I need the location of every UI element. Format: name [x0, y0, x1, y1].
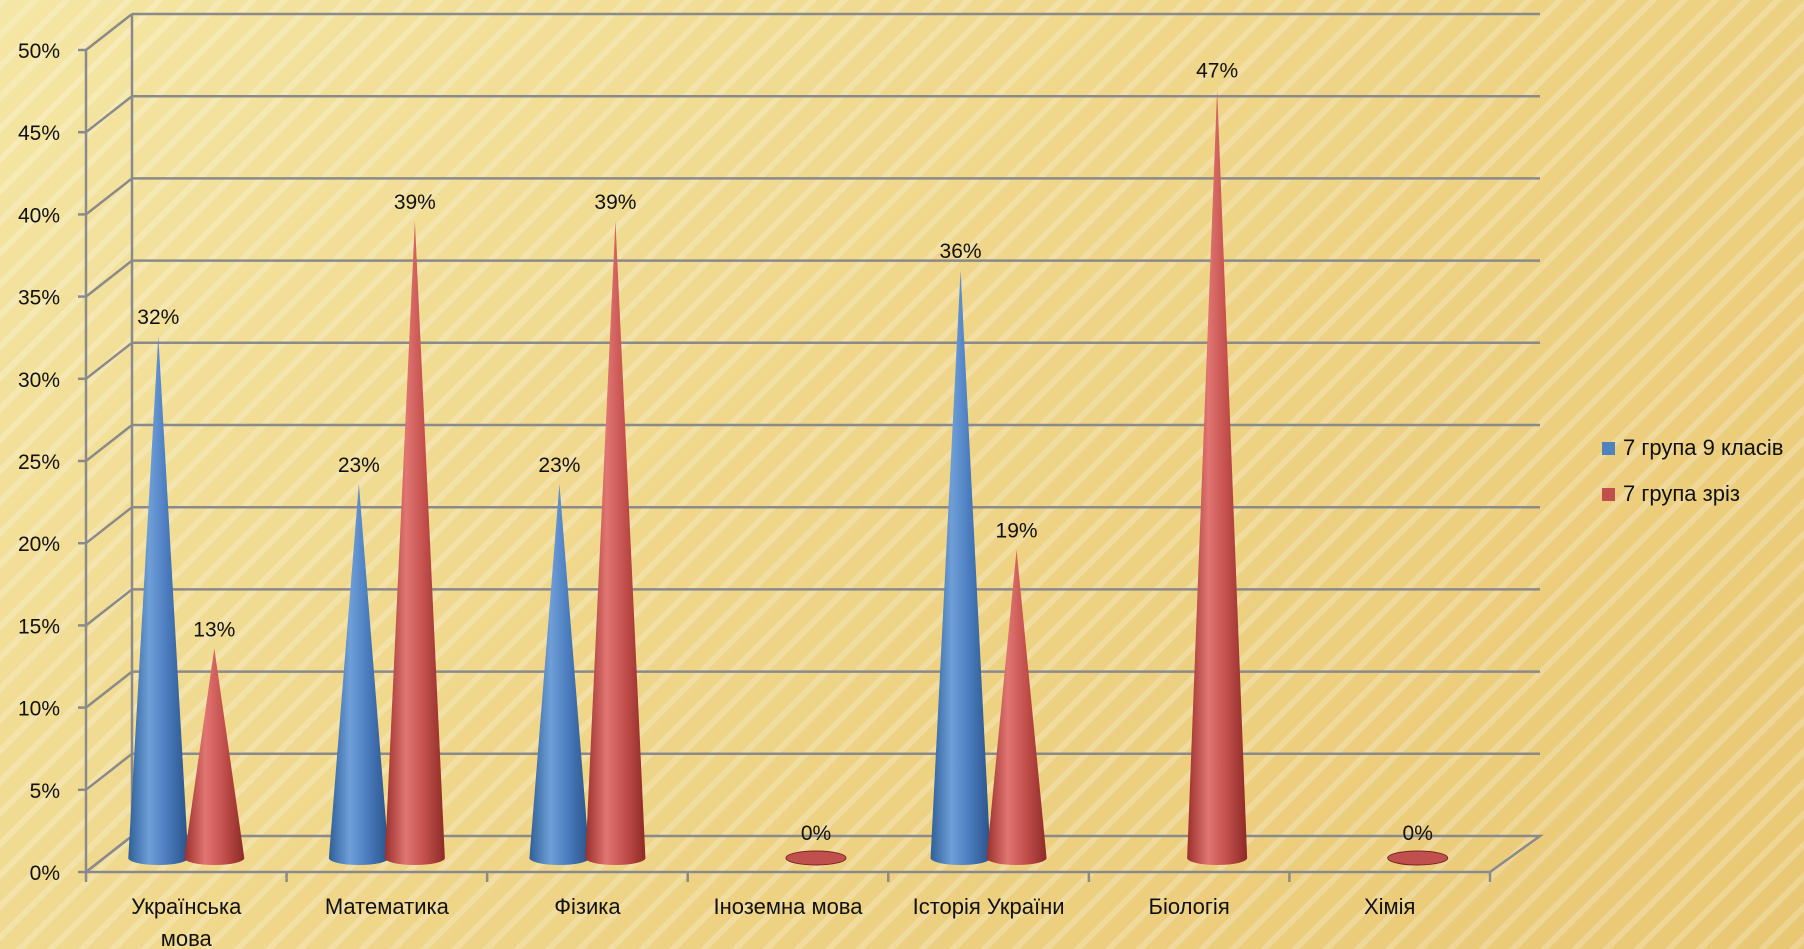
cone-body [184, 648, 245, 866]
x-tick-label: Іноземна мова [714, 894, 864, 919]
gridline-depth [85, 259, 133, 298]
cone-series-2 [585, 220, 646, 866]
data-label: 32% [137, 306, 179, 329]
data-label: 39% [594, 191, 636, 214]
y-tick-label: 50% [18, 40, 60, 63]
x-tick-label: Математика [325, 894, 450, 919]
legend-swatch-red [1602, 487, 1615, 501]
cone-body [930, 270, 991, 866]
cone-body [384, 220, 445, 866]
cone-zero-mark [1387, 850, 1449, 866]
y-tick-label: 35% [18, 287, 60, 310]
cone-series-1 [328, 483, 389, 866]
y-tick-label: 25% [18, 451, 60, 474]
data-label: 19% [996, 520, 1038, 543]
legend-item-series-2: 7 група зріз [1602, 481, 1784, 506]
cone-body [529, 483, 590, 866]
y-tick-label: 10% [18, 698, 60, 721]
y-axis-ticks: 0% 5% 10% 15% 20% 25% 30% 35% 40% 45% 50% [18, 40, 60, 885]
legend-label: 7 група зріз [1623, 481, 1740, 506]
y-tick-label: 45% [18, 122, 60, 145]
gridline-depth [85, 752, 133, 791]
data-label: 36% [940, 240, 982, 263]
data-label: 0% [801, 822, 831, 845]
y-tick-label: 20% [18, 533, 60, 556]
cone-series-2 [1187, 89, 1248, 866]
cone-body [585, 220, 646, 866]
cone-body [328, 483, 389, 866]
cone-series-1 [529, 483, 590, 866]
legend: 7 група 9 класів 7 група зріз [1602, 435, 1784, 528]
data-labels: 32% 13% 23% 39% 23% 39% 0% 36% 19% 47% 0% [137, 59, 1433, 845]
gridline-depth [85, 424, 133, 462]
data-label: 13% [193, 618, 235, 641]
y-tick-label: 5% [30, 780, 60, 803]
gridline-depth [85, 13, 133, 51]
data-label: 39% [394, 191, 436, 214]
data-label: 47% [1196, 59, 1238, 82]
cone-body [1187, 89, 1248, 866]
x-axis-categories: Українська мова Математика Фізика Іноземна м… [131, 894, 1415, 949]
x-tick-label-line2: мова [161, 926, 213, 949]
cone-body [986, 549, 1047, 866]
gridline-depth [85, 341, 133, 380]
cone-zero-mark [785, 850, 847, 866]
cone-series-2 [986, 549, 1047, 866]
cone-series-2 [184, 648, 245, 866]
gridline-depth [85, 95, 133, 134]
x-tick-label: Біологія [1149, 894, 1230, 919]
x-tick-label: Українська [131, 894, 242, 919]
gridline-depth [85, 588, 133, 627]
cone-series-1 [930, 270, 991, 866]
gridline-depth [85, 506, 133, 545]
legend-swatch-blue [1602, 441, 1615, 455]
data-label: 23% [338, 454, 380, 477]
data-label: 23% [538, 454, 580, 477]
floor-outline [82, 834, 1544, 874]
gridline-depth [85, 177, 133, 216]
legend-label: 7 група 9 класів [1623, 435, 1784, 460]
x-tick-label: Фізика [554, 894, 621, 919]
plot-marks [128, 89, 1449, 866]
y-tick-label: 40% [18, 204, 60, 227]
data-label: 0% [1403, 822, 1433, 845]
y-tick-label: 0% [30, 862, 60, 885]
legend-item-series-1: 7 група 9 класів [1602, 435, 1784, 460]
cone-series-2 [384, 220, 445, 866]
cone-body [128, 335, 189, 866]
cone-series-1 [128, 335, 189, 866]
gridline-depth [85, 670, 133, 709]
y-tick-label: 30% [18, 369, 60, 392]
y-tick-label: 15% [18, 615, 60, 638]
x-tick-label: Хімія [1364, 894, 1416, 919]
x-tick-label: Історія України [913, 894, 1065, 919]
